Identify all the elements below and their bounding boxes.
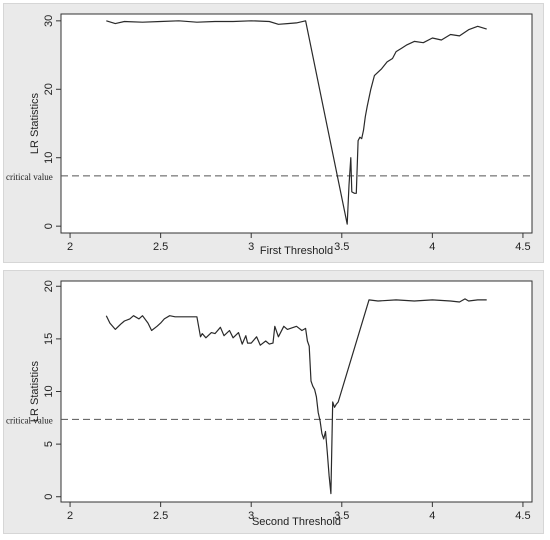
y-tick-label: 20 [43,83,55,95]
x-axis-title: First Threshold [260,245,333,257]
y-axis-title: LR Statistics [29,360,41,422]
series-line [106,20,487,225]
x-tick-label: 4.5 [515,241,530,253]
chart-first-threshold: 2 2.5 3 3.5 4 4.5 0 10 20 30 First Threshold LR Sta… [6,13,533,257]
y-axis-title: LR Statistics [29,92,41,154]
x-tick-label: 3 [248,510,254,522]
x-tick-label: 2.5 [153,241,168,253]
chart-panel-second-threshold: 2 2.5 3 3.5 4 4.5 0 5 10 15 20 Second Threshold LR S… [3,270,544,534]
series-line [105,298,487,495]
critical-value-label: critical value [6,172,53,182]
x-tick-label: 4 [429,241,435,253]
x-tick-label: 4 [429,510,435,522]
y-tick-label: 10 [43,152,55,164]
y-tick-label: 0 [43,223,55,229]
y-tick-label: 0 [43,494,55,500]
y-tick-label: 10 [43,385,55,397]
y-tick-label: 15 [43,333,55,345]
x-tick-label: 2 [67,241,73,253]
x-tick-label: 3.5 [334,241,349,253]
plot-area [60,280,533,503]
y-tick-label: 30 [43,15,55,27]
x-tick-label: 2 [67,510,73,522]
x-tick-label: 2.5 [153,510,168,522]
x-tick-label: 3 [248,241,254,253]
plot-area [60,13,533,234]
critical-value-label: critical value [6,415,53,425]
chart-panel-first-threshold: 2 2.5 3 3.5 4 4.5 0 10 20 30 First Threshold LR Sta… [3,3,544,263]
x-tick-label: 3.5 [334,510,349,522]
y-tick-label: 5 [43,441,55,447]
chart-second-threshold: 2 2.5 3 3.5 4 4.5 0 5 10 15 20 Second Threshold LR S… [6,280,533,528]
x-tick-label: 4.5 [515,510,530,522]
y-tick-label: 20 [43,280,55,292]
x-axis-title: Second Threshold [252,516,341,528]
